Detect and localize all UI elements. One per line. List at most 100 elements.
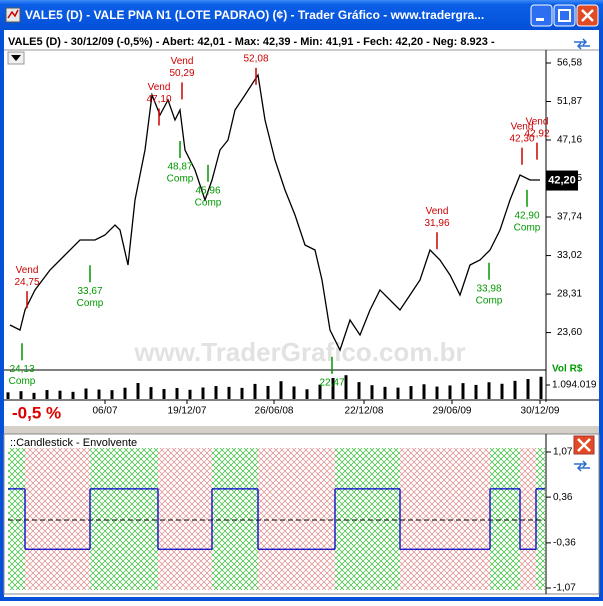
- volume-bar: [97, 389, 101, 399]
- signal-type: Comp: [167, 174, 194, 185]
- indicator-title: ::Candlestick - Envolvente: [10, 437, 137, 449]
- volume-bar: [539, 376, 543, 399]
- signal-type: Comp: [9, 376, 36, 387]
- signal-type: Comp: [195, 197, 222, 208]
- signal-price: 45,96: [195, 185, 220, 196]
- volume-bar: [84, 388, 88, 399]
- signal-type: Vend: [16, 265, 39, 276]
- volume-bar: [448, 385, 452, 399]
- volume-bar: [240, 387, 244, 399]
- x-tick-label: 06/07: [92, 406, 117, 417]
- x-tick-label: 29/06/09: [433, 406, 472, 417]
- volume-bar: [344, 375, 348, 399]
- volume-bar: [58, 390, 62, 399]
- app-icon-glyph: [7, 9, 19, 19]
- close-button[interactable]: [576, 4, 599, 27]
- maximize-button[interactable]: [553, 4, 576, 27]
- signal-price: 50,29: [169, 68, 194, 79]
- signal-zone: [335, 448, 400, 590]
- window-title: VALE5 (D) - VALE PNA N1 (LOTE PADRAO) (¢…: [25, 8, 484, 22]
- volume-bar: [513, 380, 517, 399]
- volume-bar: [487, 382, 491, 399]
- signal-type: Comp: [476, 295, 503, 306]
- x-tick-label: 19/12/07: [168, 406, 207, 417]
- y-tick-label: -1,07: [553, 583, 576, 594]
- signal-price: 42,30: [509, 133, 534, 144]
- volume-bar: [123, 387, 127, 399]
- volume-bar: [266, 385, 270, 399]
- signal-zone: [490, 448, 520, 590]
- signal-zone: [536, 448, 545, 590]
- change-percent: -0,5 %: [12, 403, 61, 422]
- watermark: www.TraderGrafico.com.br: [133, 337, 465, 367]
- volume-bar: [409, 386, 413, 399]
- volume-bar: [474, 384, 478, 399]
- last-price-box: [546, 170, 578, 191]
- y-tick-label: 1,07: [553, 447, 573, 458]
- indicator-sync-icon[interactable]: [574, 460, 590, 472]
- signal-price: 22,47: [319, 377, 344, 388]
- volume-bar: [214, 386, 218, 399]
- volume-bar: [435, 386, 439, 399]
- signal-price: 47,10: [146, 94, 171, 105]
- signal-price: 33,67: [77, 286, 102, 297]
- volume-bar: [383, 386, 387, 399]
- indicator-close-button[interactable]: [573, 435, 595, 455]
- signal-zone: [90, 448, 158, 590]
- volume-bar: [19, 391, 23, 399]
- signal-price: 24,13: [9, 364, 34, 375]
- volume-bar: [71, 391, 75, 399]
- volume-bar: [136, 383, 140, 399]
- signal-type: Comp: [77, 298, 104, 309]
- volume-bar: [201, 387, 205, 399]
- signal-zone: [520, 448, 536, 590]
- x-tick-label: 30/12/09: [521, 406, 560, 417]
- volume-bar: [292, 386, 296, 399]
- signal-zone: [212, 448, 258, 590]
- price-line: [9, 73, 540, 352]
- x-tick-label: 26/06/08: [255, 406, 294, 417]
- signal-price: 48,87: [167, 162, 192, 173]
- volume-bar: [253, 383, 257, 399]
- quote-info: VALE5 (D) - 30/12/09 (-0,5%) - Abert: 42…: [8, 36, 495, 48]
- signal-price: 42,92: [524, 128, 549, 139]
- volume-bar: [45, 390, 49, 399]
- signal-type: Vend: [526, 116, 549, 127]
- signal-price: 52,08: [243, 53, 268, 64]
- y-tick-label: 28,31: [557, 289, 582, 300]
- signal-type: Vend: [511, 121, 534, 132]
- y-tick-label: 0,36: [553, 492, 573, 503]
- last-price-label: 42,20: [548, 174, 576, 186]
- y-tick-label: 47,16: [557, 135, 582, 146]
- volume-tick-label: 1.094.019: [552, 380, 597, 391]
- volume-bar: [32, 392, 36, 399]
- volume-bar: [305, 389, 309, 399]
- signal-type: Comp: [514, 222, 541, 233]
- menu-dropdown[interactable]: [7, 51, 25, 65]
- volume-bar: [396, 387, 400, 399]
- signal-price: 33,98: [476, 283, 501, 294]
- signal-zone: [400, 448, 490, 590]
- volume-bar: [461, 383, 465, 399]
- panel-splitter: [4, 426, 599, 434]
- signal-zone: [8, 448, 25, 590]
- volume-bar: [175, 387, 179, 399]
- volume-bar: [331, 378, 335, 399]
- y-tick-label: 56,58: [557, 58, 582, 69]
- y-tick-label: 51,87: [557, 96, 582, 107]
- volume-bar: [110, 390, 114, 399]
- volume-bar: [188, 389, 192, 399]
- signal-price: 24,75: [14, 277, 39, 288]
- minimize-button[interactable]: [530, 4, 553, 27]
- signal-price: 42,90: [514, 210, 539, 221]
- y-tick-label: 33,02: [557, 250, 582, 261]
- volume-bar: [422, 384, 426, 399]
- x-tick-label: 22/12/08: [345, 406, 384, 417]
- volume-bar: [149, 387, 153, 399]
- y-tick-label: -0,36: [553, 538, 576, 549]
- sync-icon[interactable]: [574, 38, 590, 50]
- volume-bar: [526, 379, 530, 399]
- volume-bar: [279, 381, 283, 399]
- volume-bar: [370, 385, 374, 399]
